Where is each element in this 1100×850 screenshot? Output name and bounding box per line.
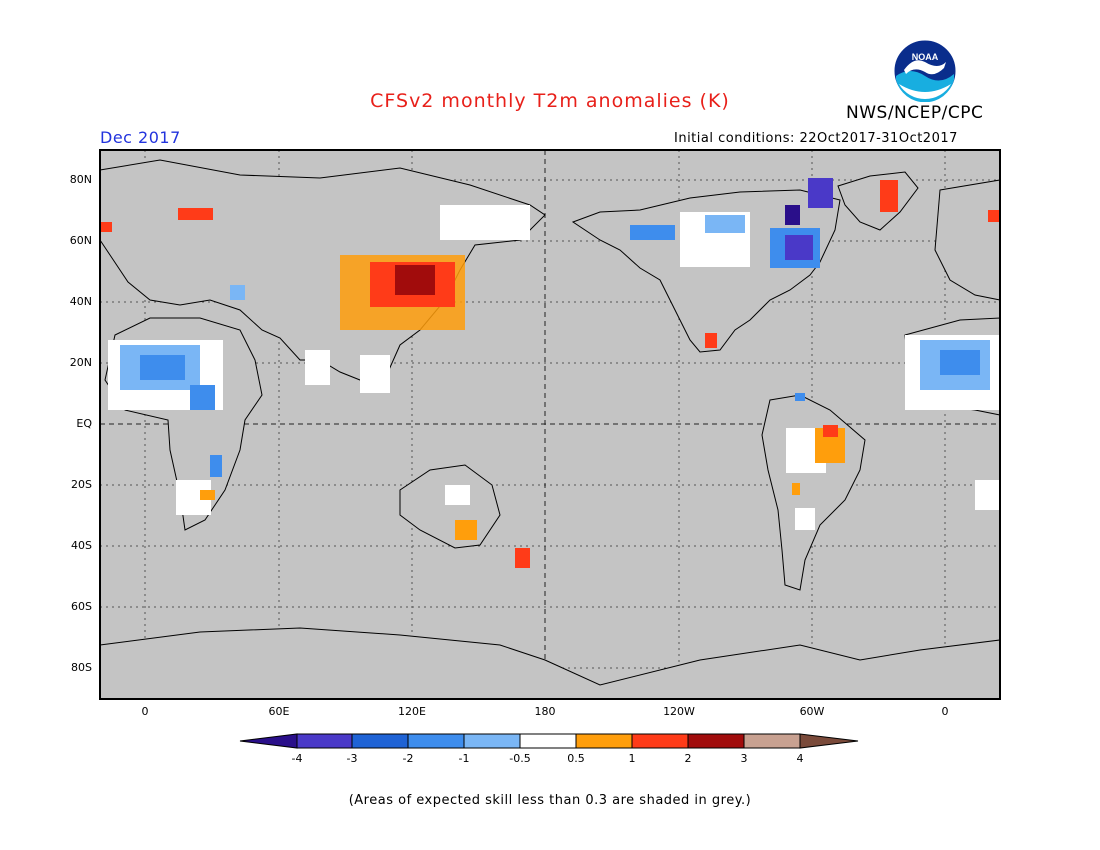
lon-label: 60W xyxy=(799,705,825,718)
initial-conditions: Initial conditions: 22Oct2017-31Oct2017 xyxy=(674,131,958,146)
colorbar-tick: -0.5 xyxy=(509,752,531,765)
lat-label: 40N xyxy=(69,295,92,308)
colorbar-bin xyxy=(351,733,409,749)
lat-label: 80N xyxy=(69,173,92,186)
agency-label: NWS/NCEP/CPC xyxy=(846,103,984,123)
colorbar-bin xyxy=(631,733,689,749)
lon-label: 0 xyxy=(141,705,149,718)
warm-anomalies xyxy=(100,180,1000,568)
reference-lines xyxy=(100,150,1000,699)
colorbar-low-arrow xyxy=(239,733,298,749)
lat-label: 60N xyxy=(69,234,92,247)
logo-text: NOAA xyxy=(912,52,939,62)
colorbar-bin xyxy=(463,733,521,749)
lat-label: 40S xyxy=(71,539,92,552)
skill-note: (Areas of expected skill less than 0.3 a… xyxy=(348,793,752,808)
colorbar-tick: -1 xyxy=(458,752,470,765)
lat-label: 80S xyxy=(71,661,92,674)
colorbar-tick: 2 xyxy=(684,752,692,765)
lat-label: 60S xyxy=(71,600,92,613)
colorbar-tick-labels: -4 -3 -2 -1 -0.5 0.5 1 2 3 4 xyxy=(0,752,1100,768)
lon-label: 60E xyxy=(268,705,290,718)
lon-label: 0 xyxy=(941,705,949,718)
lon-label: 120W xyxy=(663,705,695,718)
colorbar-tick: 4 xyxy=(796,752,804,765)
colorbar-bin xyxy=(743,733,801,749)
map-title: CFSv2 monthly T2m anomalies (K) xyxy=(370,90,730,112)
lat-label: EQ xyxy=(76,417,92,430)
noaa-logo: NOAA xyxy=(894,40,956,103)
colorbar-tick: -4 xyxy=(291,752,303,765)
colorbar-bin xyxy=(407,733,465,749)
colorbar xyxy=(239,733,859,749)
lon-label: 120E xyxy=(398,705,426,718)
colorbar-bin xyxy=(519,733,577,749)
colorbar-tick: 1 xyxy=(628,752,636,765)
valid-month: Dec 2017 xyxy=(100,128,181,147)
cold-anomalies xyxy=(120,178,990,477)
colorbar-bin xyxy=(296,733,353,749)
colorbar-bin xyxy=(687,733,745,749)
colorbar-tick: -2 xyxy=(402,752,414,765)
colorbar-tick: 3 xyxy=(740,752,748,765)
map-frame xyxy=(99,149,1001,700)
lat-label: 20N xyxy=(69,356,92,369)
colorbar-high-arrow xyxy=(799,733,859,749)
colorbar-bin xyxy=(575,733,633,749)
lat-label: 20S xyxy=(71,478,92,491)
colorbar-tick: -3 xyxy=(346,752,358,765)
colorbar-tick: 0.5 xyxy=(567,752,585,765)
lon-label: 180 xyxy=(534,705,556,718)
